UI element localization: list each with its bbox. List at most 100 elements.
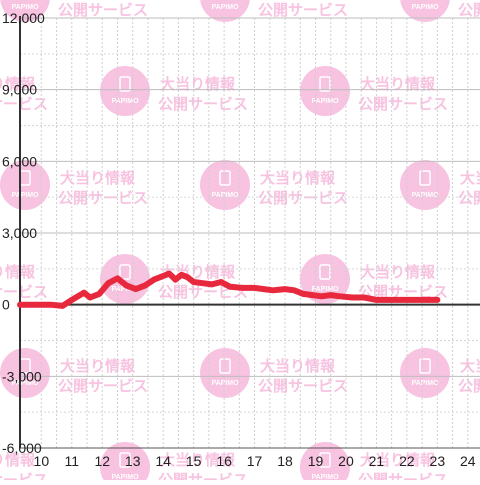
watermark-logo-text: PAPIMO [311, 474, 339, 480]
x-tick-label: 17 [247, 453, 263, 469]
watermark-card-icon [419, 358, 431, 374]
x-tick-label: 12 [94, 453, 110, 469]
y-tick-label: -6,000 [2, 440, 42, 456]
watermark-logo-text: PAPIMO [111, 286, 139, 293]
series-line [17, 270, 441, 309]
y-tick-label: 3,000 [2, 225, 37, 241]
watermark-logo [400, 0, 450, 22]
watermark-logo-text: PAPIMO [11, 380, 39, 387]
watermark-card-icon [319, 76, 331, 92]
watermark-line2: 公開サービス [0, 284, 48, 301]
watermark-line2: 公開サービス [458, 378, 480, 395]
watermark-logo-text: PAPIMO [211, 380, 239, 387]
y-tick-label: 12,000 [2, 10, 45, 26]
watermark-line2: 公開サービス [258, 190, 348, 207]
watermark-line2: 公開サービス [158, 472, 248, 480]
watermark-line1: 大当り情報 [0, 75, 36, 93]
watermark-line1: 大当り情報 [360, 263, 436, 281]
watermark-line1: 大当り情報 [460, 357, 480, 375]
watermark-card-icon [219, 170, 231, 186]
watermark-logo-text: PAPIMO [111, 474, 139, 480]
watermark-line1: 大当り情報 [360, 75, 436, 93]
watermark-card-icon [319, 264, 331, 280]
watermark-card-icon [419, 170, 431, 186]
x-tick-label: 20 [338, 453, 354, 469]
watermark-logo-text: PAPIMO [11, 4, 39, 11]
x-tick-label: 14 [155, 453, 171, 469]
watermark-line1: 大当り情報 [460, 169, 480, 187]
watermark-logo-text: PAPIMO [311, 98, 339, 105]
watermark-logo [300, 442, 350, 485]
x-tick-label: 21 [369, 453, 385, 469]
watermark-line1: 大当り情報 [0, 451, 36, 469]
watermark-line2: 公開サービス [158, 96, 248, 113]
x-tick-label: 15 [186, 453, 202, 469]
x-tick-label: 19 [308, 453, 324, 469]
watermark-line2: 公開サービス [0, 96, 48, 113]
grid [20, 17, 480, 449]
y-tick-label: -3,000 [2, 368, 42, 384]
watermark-line2: 公開サービス [258, 378, 348, 395]
watermark-line1: 大当り情報 [260, 169, 336, 187]
watermark-logo-text: PAPIMO [411, 192, 439, 199]
x-tick-label: 16 [216, 453, 232, 469]
watermark-logo [100, 442, 150, 485]
watermark-line2: 公開サービス [58, 190, 148, 207]
watermark-line1: 大当り情報 [260, 357, 336, 375]
watermark-line2: 公開サービス [458, 190, 480, 207]
x-tick-label: 13 [125, 453, 141, 469]
watermark-card-icon [119, 76, 131, 92]
y-tick-label: 6,000 [2, 153, 37, 169]
watermark-line2: 公開サービス [358, 472, 448, 480]
series-layer [17, 270, 441, 309]
watermark-line2: 公開サービス [258, 2, 348, 19]
watermark-logo-text: PAPIMO [411, 380, 439, 387]
y-tick-label: 0 [2, 297, 10, 313]
watermark-line1: 大当り情報 [360, 451, 436, 469]
watermark-logo [0, 0, 50, 22]
watermark-line2: 公開サービス [358, 96, 448, 113]
watermark-logo [200, 0, 250, 22]
watermark-line1: 大当り情報 [160, 75, 236, 93]
watermark-line2: 公開サービス [0, 472, 48, 480]
watermark-card-icon [219, 358, 231, 374]
watermark-logo-text: PAPIMO [11, 192, 39, 199]
watermark-logo-text: PAPIMO [211, 4, 239, 11]
x-tick-label: 24 [460, 453, 476, 469]
watermark-card-icon [319, 452, 331, 468]
watermark-line2: 公開サービス [58, 378, 148, 395]
x-tick-label: 18 [277, 453, 293, 469]
watermark-logo-text: PAPIMO [411, 4, 439, 11]
watermark-logo-text: PAPIMO [111, 98, 139, 105]
watermark-card-icon [119, 264, 131, 280]
x-tick-label: 10 [34, 453, 50, 469]
watermark-line1: 大当り情報 [160, 451, 236, 469]
watermark-line2: 公開サービス [158, 284, 248, 301]
x-tick-label: 22 [399, 453, 415, 469]
x-tick-label: 23 [430, 453, 446, 469]
watermark-logo-text: PAPIMO [211, 192, 239, 199]
watermark-line2: 公開サービス [58, 2, 148, 19]
y-tick-label: 9,000 [2, 82, 37, 98]
axes [19, 16, 480, 449]
watermark-card-icon [119, 452, 131, 468]
watermark-line2: 公開サービス [358, 284, 448, 301]
x-tick-label: 11 [65, 453, 80, 469]
watermark-logo-text: PAPIMO [311, 286, 339, 293]
watermark-line1: 大当り情報 [0, 263, 36, 281]
